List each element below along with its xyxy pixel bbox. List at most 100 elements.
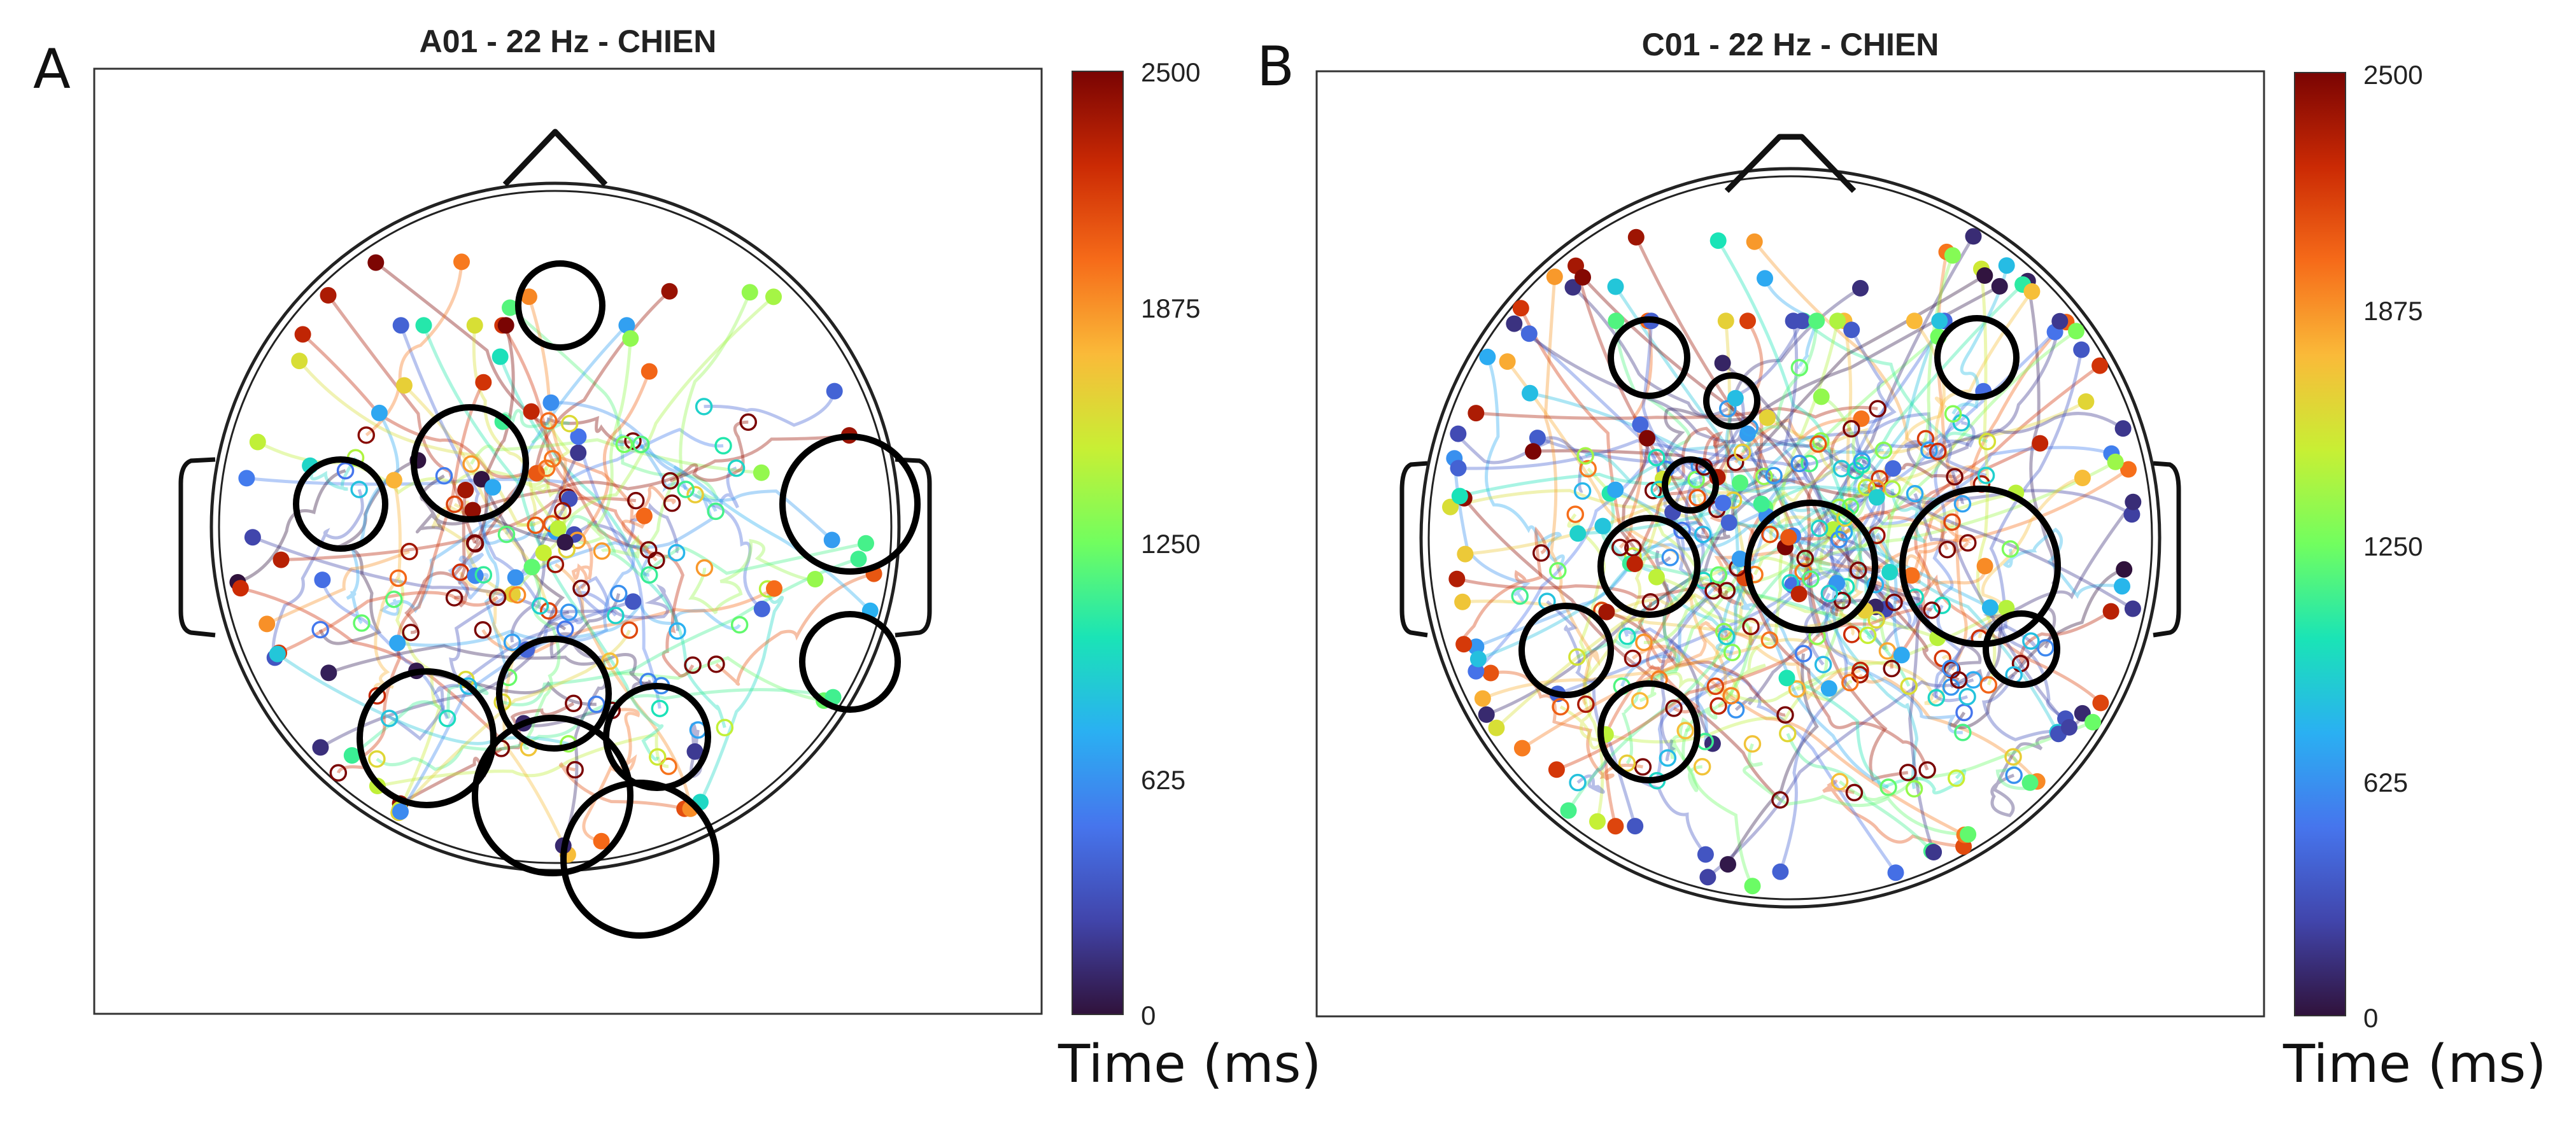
trajectory-line [1681, 507, 1767, 792]
trajectory-line [237, 469, 346, 584]
trajectory-end-marker [677, 480, 695, 498]
trajectory-start-marker [1780, 529, 1797, 546]
trajectory-line [1658, 607, 2007, 703]
trajectory-end-marker [707, 655, 725, 673]
trajectory-start-marker [661, 283, 678, 300]
trajectory-end-marker [1946, 468, 1964, 486]
trajectory-start-marker [765, 288, 782, 305]
trajectory-line [1748, 426, 2134, 610]
trajectory-start-marker [2120, 461, 2137, 478]
trajectory-line [1601, 525, 1725, 633]
trajectory-line [1858, 673, 2039, 783]
trajectory-end-marker [466, 535, 485, 553]
trajectory-end-marker [400, 542, 418, 561]
trajectory-line [1741, 321, 1818, 454]
trajectory-end-marker [446, 495, 464, 514]
trajectory-end-marker [1743, 735, 1762, 753]
trajectory-start-marker [640, 363, 658, 380]
trajectory-end-marker [1659, 749, 1677, 767]
trajectory-line [1976, 269, 1997, 686]
trajectory-line [365, 262, 464, 437]
trajectory-end-marker [508, 586, 527, 604]
scalp-outline [1399, 134, 2181, 909]
trajectory-end-marker [385, 590, 403, 608]
trajectory-end-marker [336, 461, 355, 480]
trajectory-start-marker [1529, 430, 1546, 447]
trajectory-end-marker [1953, 494, 1972, 513]
trajectory-start-marker [535, 544, 552, 561]
trajectory-start-marker [2068, 323, 2084, 340]
trajectory-end-marker [695, 559, 714, 577]
trajectory-line [1630, 562, 1911, 687]
trajectory-line [320, 610, 569, 749]
trajectory-start-marker [1450, 459, 1467, 477]
trajectory-end-marker [1977, 466, 1995, 484]
trajectory-start-marker [1965, 228, 1982, 245]
trajectory-end-marker [1761, 525, 1779, 543]
highlight-circle [1983, 610, 2060, 688]
trajectory-start-marker [1813, 388, 1830, 405]
trajectory-start-marker [1488, 719, 1505, 736]
trajectory-line [1904, 412, 2124, 467]
trajectory-line [1620, 622, 1897, 874]
trajectory-start-marker [1829, 312, 1846, 330]
trajectory-line [271, 489, 364, 659]
trajectory-start-marker [1790, 586, 1808, 603]
highlight-circle [1744, 500, 1878, 633]
trajectory-line [1841, 329, 1897, 473]
trajectory-start-marker [1468, 638, 1485, 656]
markers [1442, 228, 2142, 895]
head-plot [178, 129, 932, 939]
trajectory-end-marker [1845, 783, 1864, 802]
trajectory-line [535, 457, 676, 523]
highlight-circles [1518, 315, 2061, 783]
trajectory-line [1802, 319, 1988, 444]
trajectory-line [1532, 449, 1955, 498]
trajectory-line [1878, 290, 2034, 480]
trajectory-end-marker [503, 633, 521, 651]
trajectory-start-marker [1607, 818, 1624, 835]
trajectory-end-marker [1624, 649, 1642, 668]
trajectory-line [1792, 568, 1918, 629]
trajectory-start-marker [1482, 664, 1499, 682]
trajectory-start-marker [1479, 348, 1496, 365]
trajectory-end-marker [620, 621, 639, 639]
trajectory-line [1779, 593, 1848, 873]
trajectory-start-marker [1759, 409, 1776, 426]
trajectory-line [1804, 442, 2041, 562]
trajectory-line [448, 552, 489, 600]
trajectory-line [1888, 489, 1944, 573]
trajectory-start-marker [1739, 312, 1756, 330]
trajectory-start-marker [1720, 514, 1737, 531]
trajectory-start-marker [1757, 270, 1773, 287]
trajectory-start-marker [2116, 561, 2133, 578]
trajectory-start-marker [1442, 498, 1459, 515]
trajectory-line [1641, 321, 1729, 637]
trajectory-end-marker [1812, 432, 1830, 450]
trajectory-line [1669, 717, 1754, 887]
trajectory-line [376, 688, 834, 771]
trajectory-start-marker [1772, 863, 1789, 880]
trajectory-line [1475, 449, 1658, 673]
trajectory-end-marker [1790, 454, 1808, 473]
trajectory-start-marker [1569, 525, 1587, 542]
trajectory-line [698, 588, 784, 803]
trajectory-start-marker [1778, 670, 1795, 687]
trajectory-end-marker [1709, 697, 1727, 715]
trajectory-start-marker [741, 284, 758, 301]
trajectory-end-marker [1576, 447, 1594, 465]
tick-label: 2500 [1141, 57, 1200, 87]
trajectory-line [1490, 670, 1643, 781]
trajectory-start-marker [312, 739, 329, 756]
trajectory-end-marker [669, 622, 686, 640]
trajectory-start-marker [1522, 384, 1538, 402]
trajectory-start-marker [1474, 690, 1491, 707]
trajectory-start-marker [2123, 506, 2141, 523]
trajectory-start-marker [291, 353, 308, 370]
trajectory-line [1462, 497, 1781, 801]
trajectory-start-marker [570, 428, 587, 445]
trajectory-line [1729, 320, 1839, 696]
trajectory-line [1633, 431, 1731, 565]
trajectory-end-marker [660, 757, 677, 775]
trajectory-end-marker [1635, 633, 1653, 652]
